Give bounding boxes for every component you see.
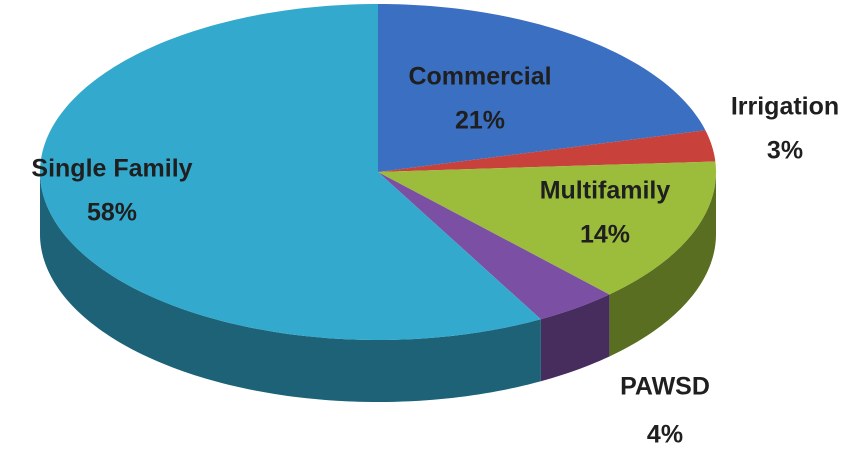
- value-label: 21%: [455, 107, 505, 135]
- slice: [378, 130, 716, 172]
- pie-sides: [40, 172, 716, 402]
- slice-side-shade: [609, 172, 716, 357]
- slice: [378, 172, 610, 320]
- slice-side-shade: [540, 294, 610, 382]
- value-label: 4%: [647, 421, 683, 449]
- category-label: Single Family: [31, 155, 192, 183]
- value-label: 3%: [767, 137, 803, 165]
- slice-side: [609, 172, 716, 357]
- slice: [40, 4, 541, 340]
- category-label: PAWSD: [620, 373, 710, 401]
- category-label: Commercial: [408, 63, 551, 91]
- pie-tops: [40, 4, 716, 340]
- value-label: 58%: [87, 199, 137, 227]
- labels: Commercial 21% Irrigation 3% Multifamily 14% P…: [31, 63, 839, 449]
- category-label: Multifamily: [540, 177, 671, 205]
- slice-side: [40, 172, 541, 402]
- value-label: 14%: [580, 221, 630, 249]
- slice-side: [540, 294, 610, 382]
- slice: [378, 4, 706, 172]
- category-label: Irrigation: [731, 93, 839, 121]
- slice-side-shade: [40, 172, 541, 402]
- slice: [378, 161, 716, 295]
